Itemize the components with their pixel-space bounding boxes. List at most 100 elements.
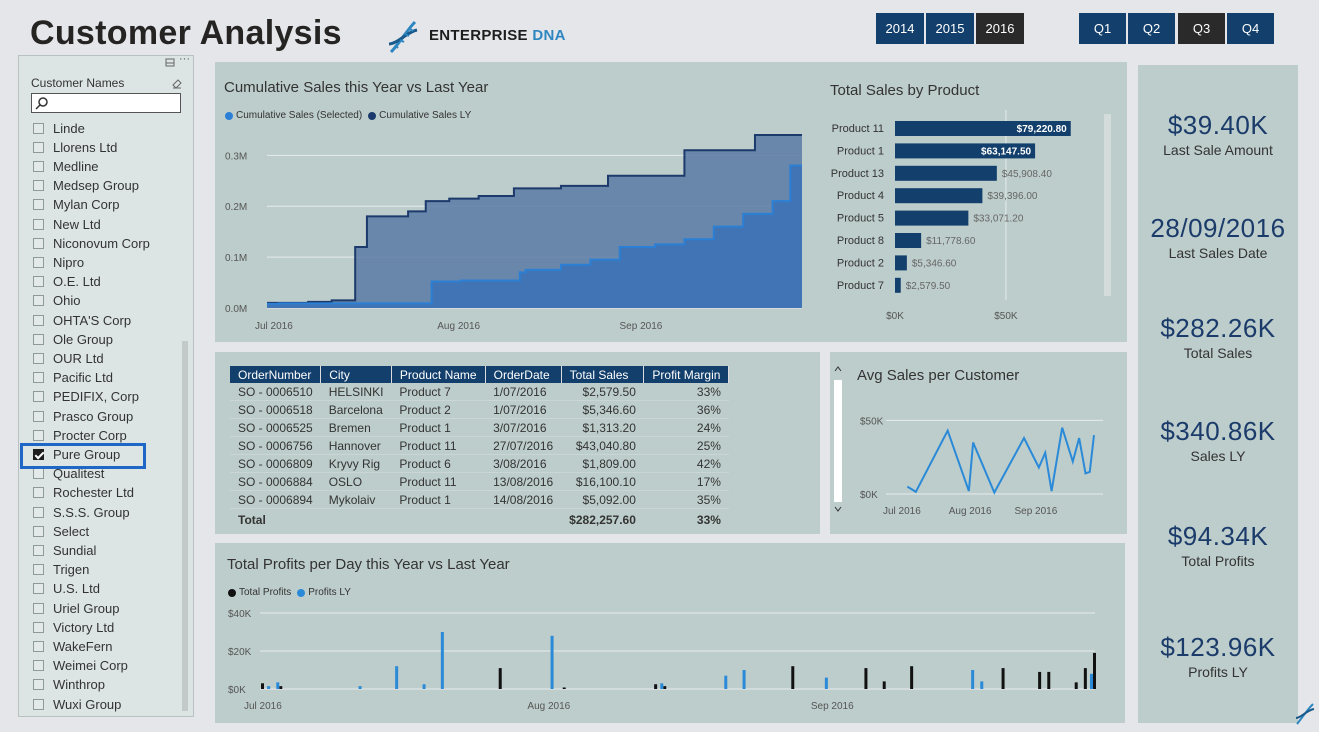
checkbox[interactable] [33, 276, 44, 288]
slicer-item[interactable]: Rochester Ltd [33, 484, 134, 502]
slicer-item[interactable]: Trigen [33, 561, 89, 579]
checkbox[interactable] [33, 180, 44, 192]
profits-ly-bar[interactable] [824, 677, 828, 689]
avg-scrollbar[interactable] [832, 366, 844, 518]
checkbox[interactable] [33, 487, 44, 499]
profits-ly-bar[interactable] [422, 684, 426, 689]
checkbox[interactable] [33, 256, 44, 268]
slicer-item[interactable]: Medline [33, 157, 99, 175]
more-options-icon[interactable]: ··· [179, 53, 190, 65]
total-profits-bar[interactable] [791, 666, 795, 689]
slicer-item[interactable]: WakeFern [33, 637, 112, 655]
total-profits-bar[interactable] [1001, 668, 1005, 689]
slicer-item[interactable]: Medsep Group [33, 177, 139, 195]
total-profits-bar[interactable] [1038, 671, 1042, 689]
slicer-item[interactable]: Mylan Corp [33, 196, 119, 214]
table-row[interactable]: SO - 0006518 Barcelona Product 2 1/07/2016 $… [230, 400, 729, 419]
table-row[interactable]: SO - 0006510 HELSINKI Product 7 1/07/2016 $2… [230, 383, 729, 401]
slicer-item[interactable]: Select [33, 522, 89, 540]
checkbox[interactable] [33, 429, 44, 441]
slicer-item[interactable]: OHTA'S Corp [33, 311, 131, 329]
avg-sales-chart[interactable]: $0K $50K Jul 2016 Aug 2016 Sep 2016 [846, 395, 1121, 525]
quarter-button-q2[interactable]: Q2 [1127, 12, 1176, 45]
slicer-item[interactable]: Llorens Ltd [33, 138, 117, 156]
product-bar[interactable] [895, 233, 922, 248]
profits-per-day-chart[interactable]: $0K $20K $40K Jul 2016 Aug 2016 Sep 2016 [215, 600, 1120, 718]
checkbox[interactable] [33, 295, 44, 307]
column-header[interactable]: OrderDate [485, 366, 562, 383]
slicer-item[interactable]: Niconovum Corp [33, 234, 150, 252]
slicer-item[interactable]: Pacific Ltd [33, 369, 113, 387]
table-row[interactable]: SO - 0006525 Bremen Product 1 3/07/2016 $1,3… [230, 418, 729, 437]
total-profits-bar[interactable] [279, 686, 283, 689]
profits-ly-bar[interactable] [980, 681, 984, 689]
slicer-item[interactable]: Pure Group [33, 445, 120, 463]
slicer-item[interactable]: Ohio [33, 292, 80, 310]
total-profits-bar[interactable] [498, 668, 502, 689]
column-header[interactable]: Total Sales [561, 366, 645, 383]
total-profits-bar[interactable] [1074, 682, 1078, 689]
checkbox[interactable] [33, 602, 44, 614]
cumulative-sales-chart[interactable]: 0.0M 0.1M 0.2M 0.3M Jul 2016 Aug 2016 Sep 2016 [215, 125, 815, 340]
profits-ly-bar[interactable] [267, 686, 271, 689]
product-scrollbar[interactable] [1104, 114, 1111, 296]
total-profits-bar[interactable] [1093, 652, 1096, 689]
column-header[interactable]: Profit Margin [643, 366, 730, 383]
product-bar[interactable] [895, 121, 1071, 136]
column-header[interactable]: OrderNumber [230, 366, 322, 383]
checkbox[interactable] [33, 352, 44, 364]
table-row[interactable]: SO - 0006809 Kryvy Rig Product 6 3/08/2016 $… [230, 454, 729, 473]
total-profits-bar[interactable] [882, 681, 886, 689]
table-row[interactable]: SO - 0006884 OSLO Product 11 13/08/2016 $16,… [230, 472, 729, 491]
year-button-2015[interactable]: 2015 [925, 12, 975, 45]
avg-sales-line[interactable] [906, 427, 1095, 495]
checkbox[interactable] [33, 583, 44, 595]
slicer-item[interactable]: Linde [33, 119, 85, 137]
total-profits-bar[interactable] [864, 668, 868, 689]
line-cumulative-ly[interactable] [267, 134, 802, 304]
slicer-item[interactable]: Uriel Group [33, 599, 119, 617]
slicer-item[interactable]: Winthrop [33, 676, 105, 694]
slicer-item[interactable]: O.E. Ltd [33, 273, 101, 291]
checkbox[interactable] [33, 621, 44, 633]
slicer-item[interactable]: OUR Ltd [33, 349, 104, 367]
search-input[interactable] [31, 93, 181, 113]
checkbox[interactable] [33, 410, 44, 422]
product-bar[interactable] [895, 165, 997, 181]
product-bar[interactable] [895, 143, 1036, 159]
profits-ly-bar[interactable] [724, 675, 728, 689]
product-bar[interactable] [895, 277, 901, 293]
profits-ly-bar[interactable] [742, 670, 746, 689]
checkbox[interactable] [33, 525, 44, 537]
profits-ly-bar[interactable] [971, 670, 975, 689]
checkbox[interactable] [33, 640, 44, 652]
profits-ly-bar[interactable] [660, 683, 664, 689]
year-button-2016[interactable]: 2016 [975, 12, 1025, 45]
line-cumulative-selected[interactable] [267, 164, 802, 305]
slicer-item[interactable]: Weimei Corp [33, 657, 128, 675]
slicer-item[interactable]: Prasco Group [33, 407, 133, 425]
column-header[interactable]: Product Name [391, 366, 486, 383]
profits-ly-bar[interactable] [276, 682, 280, 689]
table-row[interactable]: SO - 0006756 Hannover Product 11 27/07/2016… [230, 436, 729, 455]
checkbox[interactable] [33, 333, 44, 345]
total-profits-bar[interactable] [663, 686, 667, 689]
slicer-item[interactable]: Ole Group [33, 330, 113, 348]
product-bar[interactable] [895, 210, 969, 226]
quarter-button-q4[interactable]: Q4 [1226, 12, 1275, 45]
focus-mode-icon[interactable] [165, 58, 175, 68]
total-profits-bar[interactable] [562, 687, 566, 689]
table-row[interactable]: SO - 0006894 Mykolaiv Product 1 14/08/2016 $… [230, 490, 729, 509]
slicer-item[interactable]: Wuxi Group [33, 695, 121, 713]
profits-ly-bar[interactable] [550, 635, 554, 689]
quarter-button-q1[interactable]: Q1 [1078, 12, 1127, 45]
product-sales-chart[interactable]: Product 11 $79,220.80 Product 1 $63,147.50 P… [820, 110, 1120, 330]
checkbox[interactable] [33, 372, 44, 384]
total-profits-bar[interactable] [910, 666, 914, 689]
total-profits-bar[interactable] [654, 684, 658, 689]
slicer-scrollbar[interactable] [182, 341, 188, 711]
checkbox[interactable] [33, 679, 44, 691]
year-button-2014[interactable]: 2014 [875, 12, 925, 45]
checkbox[interactable] [33, 199, 44, 211]
slicer-item[interactable]: S.S.S. Group [33, 503, 130, 521]
